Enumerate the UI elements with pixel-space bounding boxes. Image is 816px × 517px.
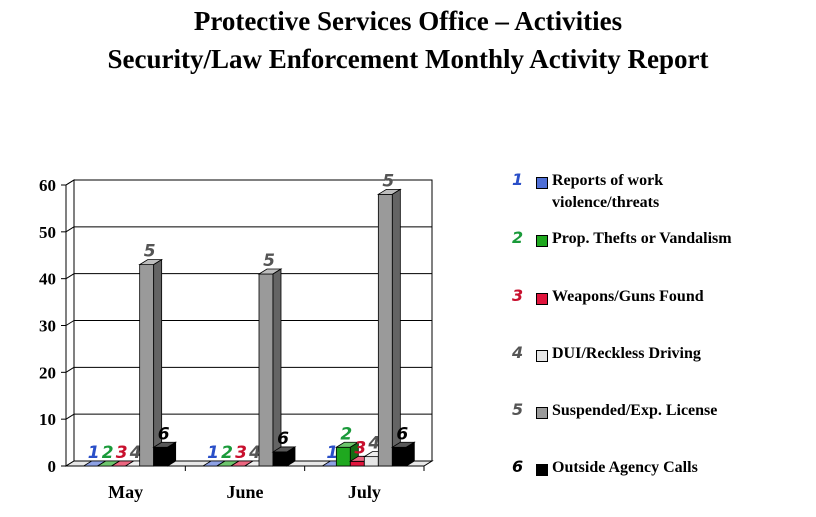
data-label-4-may: 4 <box>129 443 142 463</box>
y-tick-label: 50 <box>39 223 56 242</box>
legend-label: Prop. Thefts or Vandalism <box>552 230 732 247</box>
legend-swatch <box>536 235 548 247</box>
bar-side-6-july <box>405 441 415 467</box>
x-tick-label: May <box>108 482 143 502</box>
gridline-side <box>65 413 75 420</box>
legend-swatch <box>536 350 548 362</box>
bar-5-may <box>139 264 155 467</box>
legend-swatch <box>536 464 548 476</box>
legend-number: 5 <box>512 400 524 419</box>
data-label-1-june: 1 <box>207 443 219 463</box>
legend-number: 1 <box>512 170 524 189</box>
gridline-side <box>65 226 75 233</box>
legend-swatch <box>536 177 548 189</box>
legend-swatch <box>536 293 548 305</box>
legend-number: 4 <box>512 343 524 362</box>
legend-label: Weapons/Guns Found <box>552 288 704 305</box>
legend-label: Outside Agency Calls <box>552 459 698 476</box>
bar-2-july <box>335 446 351 467</box>
data-label-6-june: 6 <box>277 429 289 449</box>
bar-3-july <box>349 460 365 467</box>
data-label-3-june: 3 <box>235 443 247 463</box>
legend-label: DUI/Reckless Driving <box>552 345 701 362</box>
data-label-6-july: 6 <box>396 424 408 444</box>
x-tick-label: July <box>348 482 381 502</box>
y-tick-label: 0 <box>48 457 57 476</box>
gridline-side <box>65 179 75 186</box>
data-label-3-may: 3 <box>116 443 128 463</box>
bar-6-july <box>391 446 407 467</box>
data-label-6-may: 6 <box>158 424 170 444</box>
legend-number: 3 <box>512 286 524 305</box>
data-label-4-june: 4 <box>248 443 261 463</box>
data-label-5-july: 5 <box>382 171 394 191</box>
gridline-side <box>65 320 75 326</box>
bar-5-june <box>258 273 274 467</box>
gridline-side <box>65 273 75 280</box>
chart-title-line-2: Security/Law Enforcement Monthly Activit… <box>107 44 709 74</box>
gridline-side <box>65 366 75 373</box>
y-tick-label: 10 <box>39 410 56 429</box>
data-label-4-july: 4 <box>367 434 380 454</box>
data-label-5-june: 5 <box>263 251 275 271</box>
x-tick-label: June <box>226 482 263 502</box>
y-tick-label: 40 <box>39 270 56 289</box>
legend-label: Suspended/Exp. License <box>552 402 718 419</box>
legend-number: 6 <box>512 457 524 476</box>
legend-label: Reports of work violence/threats <box>552 172 664 211</box>
bar-side-6-may <box>167 441 177 467</box>
y-tick-label: 30 <box>39 317 56 336</box>
data-label-1-may: 1 <box>88 443 100 463</box>
bar-6-june <box>272 451 288 467</box>
data-label-2-july: 2 <box>340 424 352 444</box>
y-tick-label: 60 <box>39 176 56 195</box>
chart-title-line-1: Protective Services Office – Activities <box>193 6 623 36</box>
legend-swatch <box>536 407 548 419</box>
data-label-5-may: 5 <box>144 242 156 262</box>
bar-6-may <box>153 446 169 467</box>
bar-5-july <box>377 193 393 467</box>
data-label-3-july: 3 <box>354 438 366 458</box>
legend-number: 2 <box>512 228 524 247</box>
data-label-2-june: 2 <box>221 443 233 463</box>
data-label-2-may: 2 <box>102 443 114 463</box>
bar-4-july <box>363 456 379 467</box>
data-label-1-july: 1 <box>326 443 338 463</box>
y-tick-label: 20 <box>39 363 56 382</box>
bar-side-6-june <box>286 446 296 467</box>
